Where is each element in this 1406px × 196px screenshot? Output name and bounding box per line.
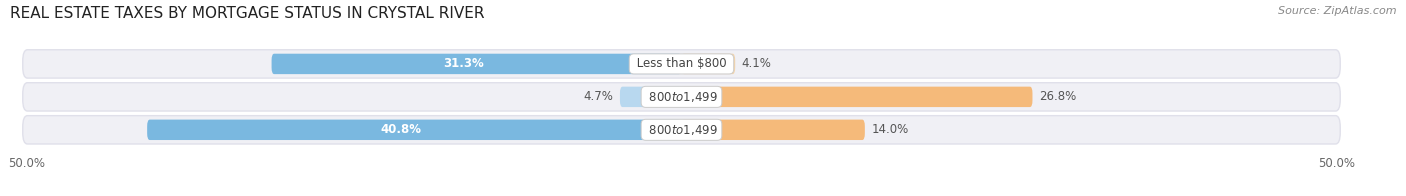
FancyBboxPatch shape (148, 120, 682, 140)
Text: 26.8%: 26.8% (1039, 90, 1076, 103)
FancyBboxPatch shape (682, 87, 1032, 107)
Text: Source: ZipAtlas.com: Source: ZipAtlas.com (1278, 6, 1396, 16)
Text: 31.3%: 31.3% (443, 57, 484, 70)
Text: $800 to $1,499: $800 to $1,499 (645, 90, 718, 104)
FancyBboxPatch shape (22, 83, 1340, 111)
FancyBboxPatch shape (620, 87, 682, 107)
Text: REAL ESTATE TAXES BY MORTGAGE STATUS IN CRYSTAL RIVER: REAL ESTATE TAXES BY MORTGAGE STATUS IN … (10, 6, 484, 21)
FancyBboxPatch shape (22, 116, 1340, 144)
Text: 40.8%: 40.8% (381, 123, 422, 136)
Text: 14.0%: 14.0% (872, 123, 908, 136)
FancyBboxPatch shape (682, 120, 865, 140)
FancyBboxPatch shape (271, 54, 682, 74)
FancyBboxPatch shape (682, 54, 735, 74)
Text: 4.7%: 4.7% (583, 90, 613, 103)
Text: 4.1%: 4.1% (742, 57, 772, 70)
Text: Less than $800: Less than $800 (633, 57, 730, 70)
FancyBboxPatch shape (22, 50, 1340, 78)
Text: $800 to $1,499: $800 to $1,499 (645, 123, 718, 137)
